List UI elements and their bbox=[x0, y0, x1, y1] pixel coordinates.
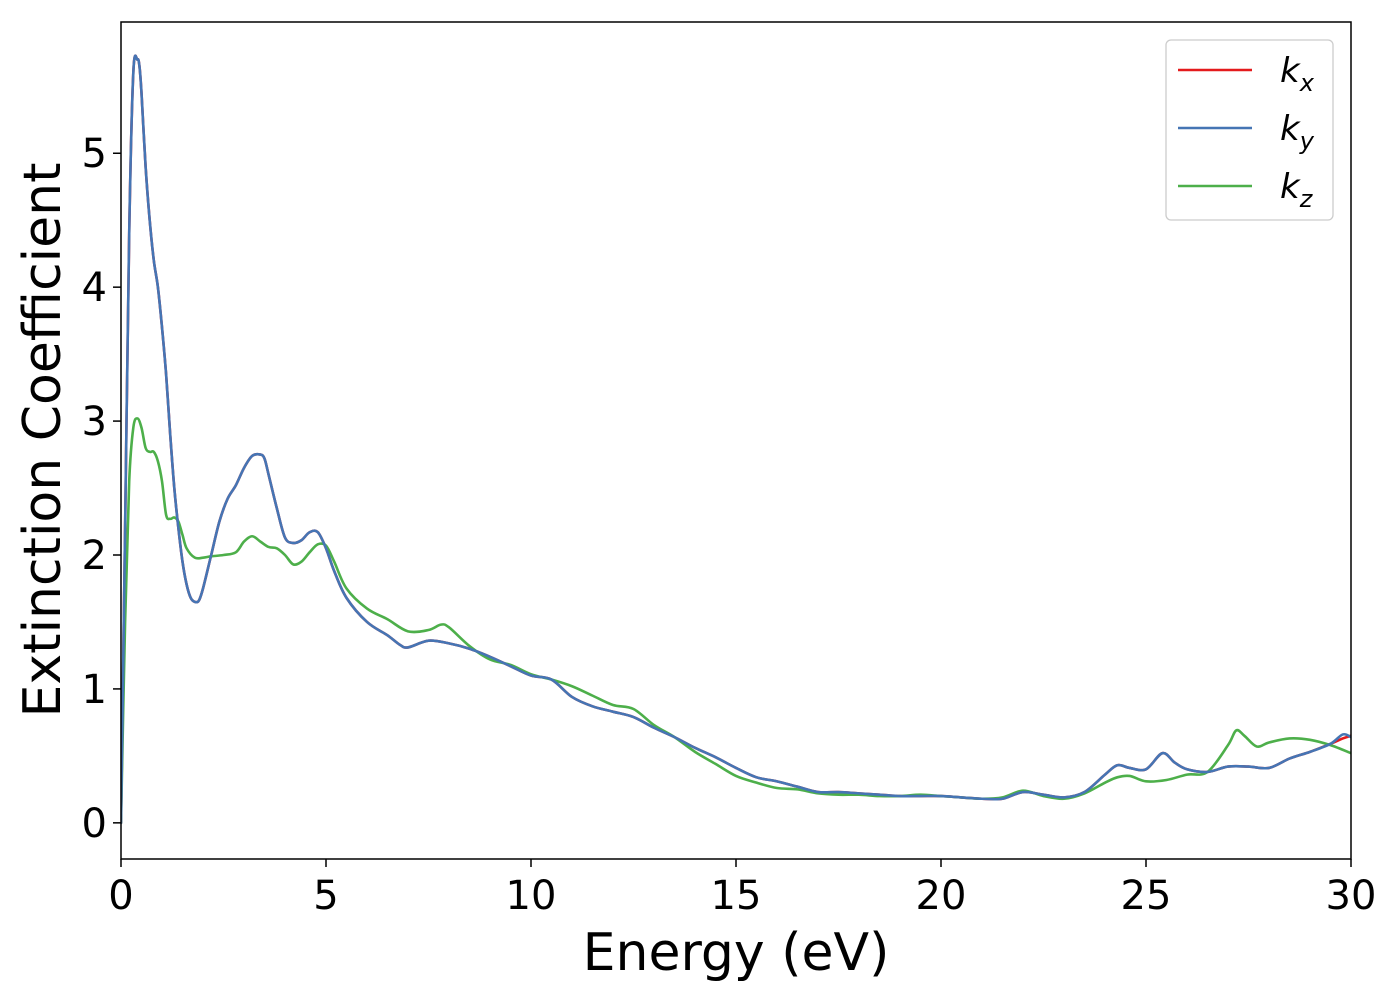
y-tick-label: 0 bbox=[82, 801, 107, 847]
y-tick-label: 5 bbox=[82, 131, 107, 177]
series-layer bbox=[121, 54, 1351, 825]
y-tick-label: 1 bbox=[82, 667, 107, 713]
y-tick-label: 4 bbox=[82, 265, 107, 311]
x-tick-label: 30 bbox=[1326, 873, 1377, 919]
y-tick-label: 3 bbox=[82, 399, 107, 445]
x-tick-label: 10 bbox=[506, 873, 557, 919]
legend-label-k-y: ky bbox=[1280, 109, 1315, 155]
y-axis-label: Extinction Coefficient bbox=[13, 163, 73, 718]
x-tick-label: 5 bbox=[313, 873, 338, 919]
legend-label-k-z: kz bbox=[1280, 167, 1314, 213]
series-line-k-y bbox=[121, 54, 1351, 825]
legend-label-k-x: kx bbox=[1280, 51, 1315, 97]
x-tick-label: 15 bbox=[711, 873, 762, 919]
legend-box bbox=[1165, 39, 1334, 221]
legend: kx ky kz bbox=[1165, 39, 1334, 221]
y-tick-label: 2 bbox=[82, 533, 107, 579]
axes-layer: 0 5 10 15 20 25 30 0 1 2 3 4 5 bbox=[82, 131, 1377, 919]
x-tick-label: 25 bbox=[1121, 873, 1172, 919]
x-tick-label: 20 bbox=[916, 873, 967, 919]
x-tick-label: 0 bbox=[108, 873, 133, 919]
x-axis-label: Energy (eV) bbox=[583, 923, 890, 983]
